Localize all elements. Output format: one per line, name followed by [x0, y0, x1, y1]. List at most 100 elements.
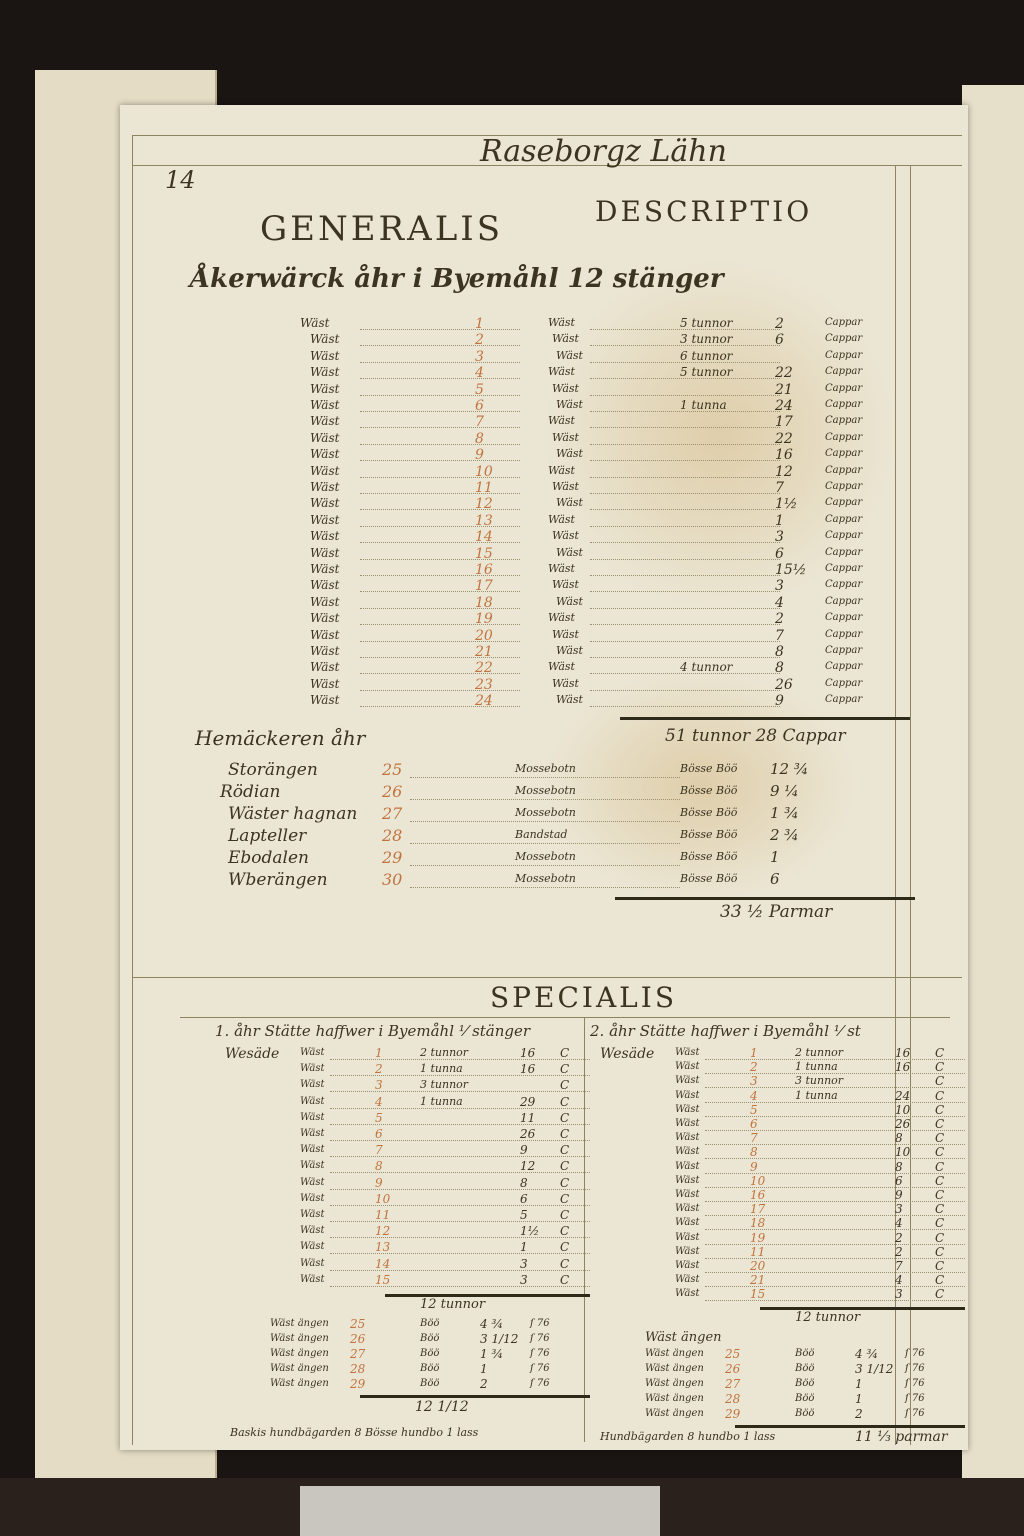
ang-label: Wäst ängen: [645, 1392, 704, 1404]
row-value: 1½: [775, 496, 798, 513]
row-unit: Cappar: [825, 645, 863, 656]
row-value: 24: [775, 398, 793, 414]
ang-unit-suffix: ſ 76: [530, 1318, 550, 1329]
row-label: Wäst: [310, 594, 340, 609]
dot-leader: [590, 525, 780, 527]
dot-leader: [360, 575, 520, 576]
dot-leader: [705, 1172, 965, 1174]
row-unit: Cappar: [825, 661, 863, 673]
spec-row-value: 5: [520, 1208, 528, 1222]
dot-leader: [360, 542, 520, 544]
spec-row-number: 1: [750, 1046, 758, 1060]
ang-total: 12 1/12: [415, 1399, 469, 1415]
row-number: 5: [475, 381, 484, 398]
dot-leader: [590, 427, 780, 429]
spec-row-label: Wäst: [675, 1160, 700, 1172]
spec-row-value: 24: [895, 1088, 911, 1103]
dot-leader: [330, 1237, 590, 1239]
field-unit: Bösse Böö: [680, 828, 738, 841]
dot-leader: [360, 411, 520, 412]
dot-leader: [705, 1286, 965, 1288]
spec-row-unit: C: [560, 1224, 570, 1239]
dot-leader: [705, 1300, 965, 1302]
row-number: 7: [475, 414, 484, 431]
dot-leader: [590, 624, 780, 626]
spec-row-label: Wäst: [675, 1103, 700, 1115]
spec-row-number: 17: [750, 1202, 766, 1217]
spec-row-unit: C: [935, 1273, 945, 1288]
ang-value: 2: [480, 1377, 488, 1391]
dot-leader: [360, 640, 520, 642]
spec-row-unit: C: [560, 1240, 570, 1255]
spec-row-number: 21: [750, 1273, 766, 1288]
dot-leader: [360, 509, 520, 511]
dot-leader: [360, 607, 520, 609]
row-value: 8: [775, 644, 784, 660]
col1-heading: 1. åhr Stätte haffwer i Byemåhl ⅟ stänge…: [215, 1022, 531, 1040]
row-place: Wäst: [552, 627, 579, 641]
row-unit: Cappar: [825, 349, 863, 361]
row-label: Wäst: [310, 611, 340, 626]
row-number: 17: [475, 578, 493, 595]
ang-value: 1: [855, 1376, 863, 1391]
dot-leader: [330, 1285, 590, 1287]
spec-row-unit: C: [560, 1208, 570, 1222]
dot-leader: [705, 1130, 965, 1131]
spec-row-label: Wäst: [675, 1189, 700, 1200]
dot-leader: [590, 476, 780, 478]
dot-leader: [590, 345, 780, 347]
ang-label: Wäst ängen: [270, 1378, 329, 1389]
dot-leader: [590, 542, 780, 544]
dot-leader: [590, 378, 780, 380]
row-value: 3: [775, 529, 784, 546]
dot-leader: [410, 821, 680, 822]
row-label: Wäst: [310, 644, 340, 658]
row-label: Wäst: [310, 430, 340, 445]
row-label: Wäst: [310, 512, 340, 527]
field-number: 29: [382, 848, 403, 867]
dot-leader: [360, 361, 520, 363]
general-total: 51 tunnor 28 Cappar: [665, 726, 846, 746]
row-value: 2: [775, 611, 784, 628]
row-place: Wäst: [548, 512, 575, 526]
spec-row-number: 11: [375, 1208, 391, 1222]
ang-label: Wäst ängen: [645, 1377, 704, 1389]
spec-row-label: Wäst: [300, 1209, 325, 1220]
ang-unit: Böö: [795, 1407, 815, 1419]
row-number: 1: [475, 316, 484, 332]
sum-rule: [385, 1294, 590, 1297]
spec-row-value: 4: [895, 1273, 903, 1288]
dot-leader: [330, 1156, 590, 1158]
spec-row-tunnor: 1 tunna: [420, 1062, 463, 1076]
col2-footer: Hundbägarden 8 hundbo 1 lass: [600, 1430, 776, 1443]
ang-unit: Böö: [420, 1333, 440, 1344]
ang-unit-suffix: ſ 76: [905, 1347, 925, 1359]
row-number: 22: [475, 660, 493, 677]
spec-row-label: Wäst: [675, 1174, 700, 1186]
spec-row-unit: C: [560, 1062, 570, 1077]
row-number: 14: [475, 529, 493, 546]
row-unit: Cappar: [825, 431, 863, 443]
ang-unit-suffix: ſ 76: [530, 1348, 550, 1359]
spec-row-number: 18: [750, 1216, 766, 1231]
spec-row-label: Wäst: [300, 1225, 325, 1237]
row-number: 24: [475, 693, 493, 710]
spec-row-tunnor: 2 tunnor: [420, 1046, 469, 1059]
row-number: 15: [475, 545, 493, 562]
spec-row-label: Wäst: [675, 1217, 700, 1229]
row-unit: Cappar: [825, 464, 863, 476]
sum-rule: [360, 1395, 590, 1398]
dot-leader: [705, 1229, 965, 1231]
dot-leader: [360, 689, 520, 691]
row-unit: Cappar: [825, 628, 863, 640]
row-label: Wäst: [310, 365, 340, 380]
spec-row-number: 2: [750, 1060, 758, 1075]
spec-row-unit: C: [935, 1287, 945, 1302]
spec-row-unit: C: [935, 1060, 945, 1075]
spec-row-value: 2: [895, 1244, 903, 1259]
row-value: 17: [775, 414, 793, 431]
dot-leader: [705, 1073, 965, 1075]
row-number: 19: [475, 611, 493, 628]
spec-row-label: Wäst: [675, 1061, 700, 1073]
row-place: Wäst: [552, 676, 579, 690]
